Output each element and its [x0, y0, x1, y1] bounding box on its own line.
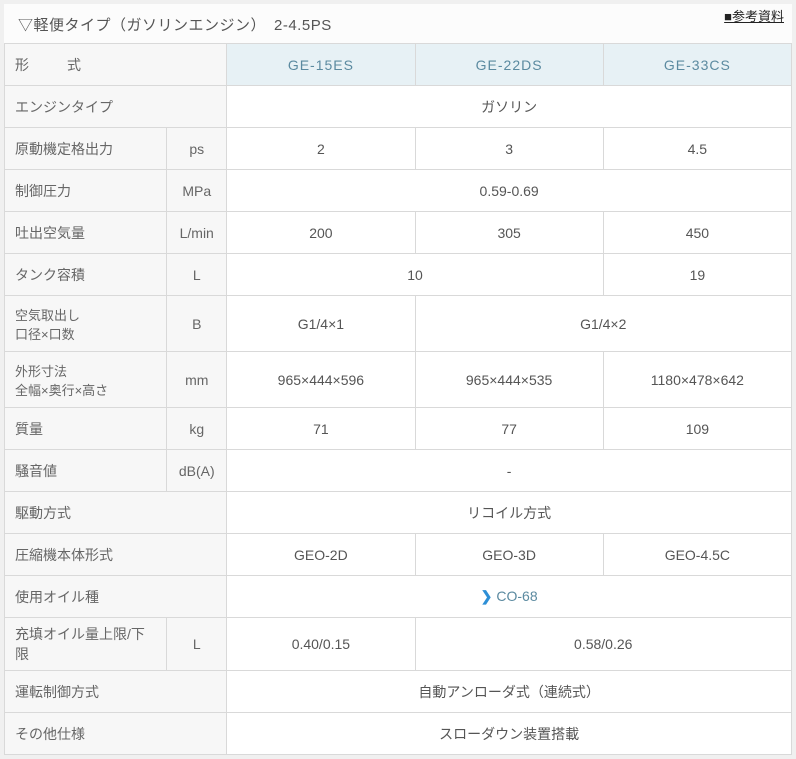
label-tank-capacity: タンク容積 — [5, 254, 167, 296]
model-col-3: GE-33CS — [603, 44, 791, 86]
row-rated-output: 原動機定格出力 ps 2 3 4.5 — [5, 128, 792, 170]
model-col-1: GE-15ES — [227, 44, 415, 86]
unit-tank-capacity: L — [167, 254, 227, 296]
val-dimensions-1: 965×444×596 — [227, 352, 415, 408]
label-air-outlet: 空気取出し 口径×口数 — [5, 296, 167, 352]
label-air-outlet-2: 口径×口数 — [15, 327, 75, 342]
val-engine-type: ガソリン — [227, 86, 792, 128]
val-rated-output-2: 3 — [415, 128, 603, 170]
val-dimensions-3: 1180×478×642 — [603, 352, 791, 408]
val-air-discharge-2: 305 — [415, 212, 603, 254]
label-compressor-type: 圧縮機本体形式 — [5, 534, 227, 576]
unit-control-pressure: MPa — [167, 170, 227, 212]
val-other-spec: スローダウン装置搭載 — [227, 713, 792, 755]
val-air-outlet-1: G1/4×1 — [227, 296, 415, 352]
val-noise: - — [227, 450, 792, 492]
label-dimensions-2: 全幅×奥行×高さ — [15, 383, 108, 398]
row-drive-method: 駆動方式 リコイル方式 — [5, 492, 792, 534]
header-row: 形 式 GE-15ES GE-22DS GE-33CS — [5, 44, 792, 86]
row-oil-fill: 充填オイル量上限/下限 L 0.40/0.15 0.58/0.26 — [5, 618, 792, 671]
model-col-2: GE-22DS — [415, 44, 603, 86]
form-label: 形 式 — [5, 44, 227, 86]
label-oil-fill: 充填オイル量上限/下限 — [5, 618, 167, 671]
val-air-discharge-3: 450 — [603, 212, 791, 254]
val-oil-fill-23: 0.58/0.26 — [415, 618, 792, 671]
spec-sheet: ■参考資料 ▽軽便タイプ（ガソリンエンジン） 2-4.5PS 形 式 GE-15… — [4, 4, 792, 755]
row-tank-capacity: タンク容積 L 10 19 — [5, 254, 792, 296]
oil-type-link[interactable]: CO-68 — [496, 588, 537, 604]
val-rated-output-1: 2 — [227, 128, 415, 170]
row-compressor-type: 圧縮機本体形式 GEO-2D GEO-3D GEO-4.5C — [5, 534, 792, 576]
val-mass-3: 109 — [603, 408, 791, 450]
row-other-spec: その他仕様 スローダウン装置搭載 — [5, 713, 792, 755]
unit-rated-output: ps — [167, 128, 227, 170]
row-dimensions: 外形寸法 全幅×奥行×高さ mm 965×444×596 965×444×535… — [5, 352, 792, 408]
val-tank-capacity-12: 10 — [227, 254, 603, 296]
unit-mass: kg — [167, 408, 227, 450]
label-oil-type: 使用オイル種 — [5, 576, 227, 618]
label-air-discharge: 吐出空気量 — [5, 212, 167, 254]
val-dimensions-2: 965×444×535 — [415, 352, 603, 408]
val-control-method: 自動アンローダ式（連続式） — [227, 671, 792, 713]
val-mass-1: 71 — [227, 408, 415, 450]
label-control-method: 運転制御方式 — [5, 671, 227, 713]
row-air-outlet: 空気取出し 口径×口数 B G1/4×1 G1/4×2 — [5, 296, 792, 352]
val-oil-fill-1: 0.40/0.15 — [227, 618, 415, 671]
row-air-discharge: 吐出空気量 L/min 200 305 450 — [5, 212, 792, 254]
val-mass-2: 77 — [415, 408, 603, 450]
unit-dimensions: mm — [167, 352, 227, 408]
val-air-outlet-23: G1/4×2 — [415, 296, 792, 352]
val-drive-method: リコイル方式 — [227, 492, 792, 534]
label-air-outlet-1: 空気取出し — [15, 308, 80, 323]
label-dimensions-1: 外形寸法 — [15, 364, 67, 379]
label-rated-output: 原動機定格出力 — [5, 128, 167, 170]
label-drive-method: 駆動方式 — [5, 492, 227, 534]
row-oil-type: 使用オイル種 ❯CO-68 — [5, 576, 792, 618]
val-rated-output-3: 4.5 — [603, 128, 791, 170]
row-noise: 騒音値 dB(A) - — [5, 450, 792, 492]
chevron-right-icon: ❯ — [481, 588, 493, 604]
section-title: ▽軽便タイプ（ガソリンエンジン） 2-4.5PS — [4, 4, 792, 43]
val-compressor-type-3: GEO-4.5C — [603, 534, 791, 576]
unit-noise: dB(A) — [167, 450, 227, 492]
label-control-pressure: 制御圧力 — [5, 170, 167, 212]
row-mass: 質量 kg 71 77 109 — [5, 408, 792, 450]
reference-note: ■参考資料 — [724, 6, 784, 25]
val-compressor-type-1: GEO-2D — [227, 534, 415, 576]
label-mass: 質量 — [5, 408, 167, 450]
spec-table: 形 式 GE-15ES GE-22DS GE-33CS エンジンタイプ ガソリン… — [4, 43, 792, 755]
unit-air-outlet: B — [167, 296, 227, 352]
label-engine-type: エンジンタイプ — [5, 86, 227, 128]
label-dimensions: 外形寸法 全幅×奥行×高さ — [5, 352, 167, 408]
val-compressor-type-2: GEO-3D — [415, 534, 603, 576]
row-control-pressure: 制御圧力 MPa 0.59-0.69 — [5, 170, 792, 212]
val-oil-type[interactable]: ❯CO-68 — [227, 576, 792, 618]
unit-oil-fill: L — [167, 618, 227, 671]
label-other-spec: その他仕様 — [5, 713, 227, 755]
label-noise: 騒音値 — [5, 450, 167, 492]
val-air-discharge-1: 200 — [227, 212, 415, 254]
unit-air-discharge: L/min — [167, 212, 227, 254]
val-control-pressure: 0.59-0.69 — [227, 170, 792, 212]
row-engine-type: エンジンタイプ ガソリン — [5, 86, 792, 128]
row-control-method: 運転制御方式 自動アンローダ式（連続式） — [5, 671, 792, 713]
val-tank-capacity-3: 19 — [603, 254, 791, 296]
